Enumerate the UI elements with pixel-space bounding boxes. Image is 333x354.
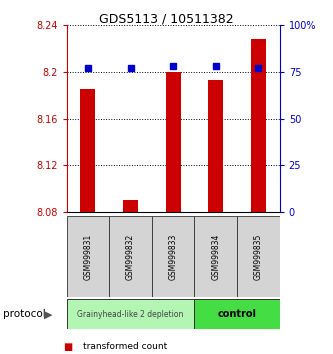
- Text: ▶: ▶: [44, 309, 53, 319]
- Bar: [81, 89, 95, 212]
- FancyBboxPatch shape: [67, 216, 109, 297]
- Text: protocol: protocol: [3, 309, 46, 319]
- FancyBboxPatch shape: [194, 299, 280, 329]
- Text: GSM999835: GSM999835: [254, 233, 263, 280]
- Bar: [251, 39, 266, 212]
- Bar: [166, 72, 180, 212]
- Bar: [123, 200, 138, 212]
- Bar: [208, 80, 223, 212]
- Text: GSM999831: GSM999831: [83, 234, 93, 280]
- FancyBboxPatch shape: [109, 216, 152, 297]
- Text: GSM999834: GSM999834: [211, 233, 220, 280]
- Text: transformed count: transformed count: [83, 342, 167, 352]
- FancyBboxPatch shape: [194, 216, 237, 297]
- Text: GSM999833: GSM999833: [168, 233, 178, 280]
- Text: control: control: [217, 309, 257, 319]
- FancyBboxPatch shape: [152, 216, 194, 297]
- Text: ■: ■: [63, 342, 73, 352]
- FancyBboxPatch shape: [67, 299, 194, 329]
- Text: GSM999832: GSM999832: [126, 234, 135, 280]
- FancyBboxPatch shape: [237, 216, 280, 297]
- Text: Grainyhead-like 2 depletion: Grainyhead-like 2 depletion: [77, 310, 184, 319]
- Text: GDS5113 / 10511382: GDS5113 / 10511382: [99, 12, 234, 25]
